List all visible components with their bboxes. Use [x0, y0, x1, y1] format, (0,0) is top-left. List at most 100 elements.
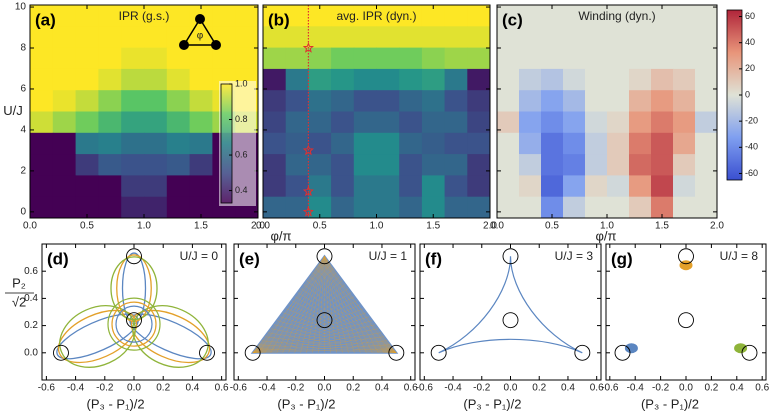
heat-cell: [519, 196, 542, 219]
heat-cell: [399, 68, 423, 91]
heat-cell: [166, 47, 191, 70]
heat-cell: [189, 47, 213, 70]
heat-cell: [166, 196, 191, 219]
heat-cell: [585, 196, 608, 219]
heat-cell: [421, 5, 446, 27]
trajectory: [252, 336, 385, 354]
y-tick-label: 0: [20, 206, 26, 217]
x-axis-label: (P₃ - P₁)/2: [277, 396, 335, 411]
trajectory: [321, 260, 397, 353]
heat-cell: [121, 175, 145, 198]
x-axis-label: (P₃ - P₁)/2: [463, 396, 521, 411]
heat-cell: [308, 196, 332, 219]
heat-cell: [30, 132, 54, 155]
site-circle: [126, 248, 142, 265]
heat-cell: [421, 154, 446, 176]
heat-cell: [308, 26, 332, 49]
heat-cell: [399, 111, 423, 134]
heat-cell: [285, 196, 309, 219]
panel: 0.0 0.5 1.0 1.5 2.0 (b) avg. IPR (dyn.) φ/π: [256, 4, 497, 243]
heat-cell: [421, 111, 446, 134]
site-circle: [614, 344, 631, 361]
colorbar-tick-label: 60: [745, 11, 755, 21]
heat-cell: [263, 132, 287, 155]
heat-cell: [629, 154, 652, 176]
heat-cell: [331, 154, 355, 176]
trajectory: [261, 340, 397, 354]
heat-cell: [331, 90, 355, 112]
heat-cell: [695, 90, 718, 112]
heat-cell: [98, 90, 122, 112]
trajectory: [734, 343, 748, 354]
heat-cell: [30, 5, 54, 27]
trajectory: [252, 312, 367, 354]
x-tick-label: -0.4: [444, 383, 462, 394]
trajectory: [252, 300, 358, 354]
heat-cell: [331, 26, 355, 49]
trajectory: [252, 292, 352, 354]
site-circle: [53, 344, 69, 361]
panel-title: avg. IPR (dyn.): [336, 9, 416, 23]
heat-cell: [444, 90, 468, 112]
star-marker: [302, 42, 314, 53]
heat-cell: [519, 132, 542, 155]
heat-cell: [673, 68, 696, 91]
heat-cell: [444, 5, 468, 27]
heat-cell: [444, 47, 468, 70]
heat-cell: [30, 154, 54, 176]
trajectory: [252, 284, 346, 354]
heat-cell: [121, 132, 145, 155]
star-marker: [302, 144, 314, 156]
trajectory: [250, 254, 399, 354]
x-tick-label: 0.0: [504, 383, 518, 394]
heat-cell: [629, 5, 652, 27]
trajectory: [130, 309, 211, 364]
heat-cell: [75, 175, 99, 198]
y-tick-label: 8: [20, 43, 26, 54]
trajectory: [252, 280, 343, 353]
heat-cell: [541, 111, 564, 134]
x-tick-label: 0.0: [318, 383, 332, 394]
heat-cell: [467, 68, 491, 91]
heat-cell: [263, 26, 287, 49]
heat-cell: [376, 47, 400, 70]
trajectory: [110, 256, 158, 321]
x-tick-label: 0.0: [490, 221, 504, 232]
star-marker: [302, 206, 314, 217]
trajectory: [306, 280, 397, 353]
heat-cell: [144, 111, 168, 134]
trajectory: [288, 256, 325, 353]
heat-cell: [285, 5, 309, 27]
heat-cell: [607, 196, 630, 219]
x-tick-label: 0.4: [375, 383, 389, 394]
heat-cell: [52, 90, 77, 112]
trajectory: [324, 256, 361, 353]
heat-cell: [563, 154, 586, 176]
trajectory: [264, 336, 397, 354]
colorbar-tick-label: -60: [745, 168, 758, 178]
x-tick-label: 1.5: [194, 221, 208, 232]
heat-cell: [285, 90, 309, 112]
trajectory: [252, 288, 349, 354]
trajectory: [252, 328, 379, 354]
heat-cell: [98, 111, 122, 134]
y-tick-label: 0.2: [24, 320, 38, 331]
heat-cell: [353, 26, 377, 49]
heat-cell: [121, 47, 145, 70]
heat-cell: [75, 132, 99, 155]
heat-cell: [331, 196, 355, 219]
heat-cell: [166, 111, 191, 134]
star-marker: [302, 185, 314, 197]
heat-cell: [144, 68, 168, 91]
heat-cell: [121, 26, 145, 49]
heat-cell: [467, 196, 491, 219]
heat-cell: [75, 196, 99, 219]
y-tick-label: 6: [20, 84, 26, 95]
heat-cell: [331, 132, 355, 155]
trajectory: [270, 256, 325, 353]
heat-cell: [695, 111, 718, 134]
heat-cell: [651, 5, 674, 27]
heat-cell: [263, 175, 287, 198]
colorbar-tick-label: 0: [745, 89, 750, 99]
